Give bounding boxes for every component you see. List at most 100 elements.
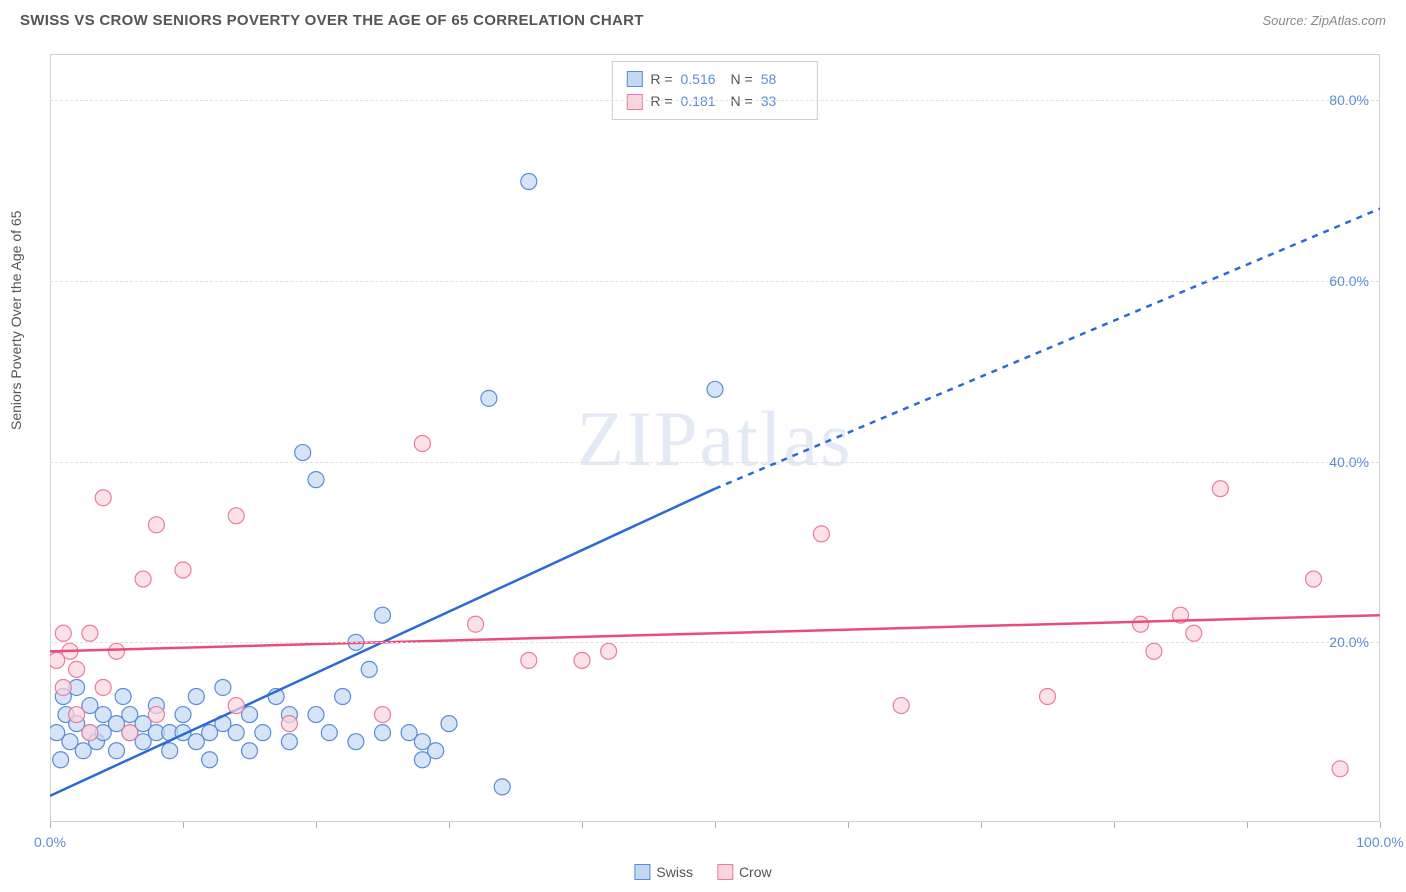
data-point [428, 743, 444, 759]
y-tick-label: 60.0% [1329, 273, 1369, 289]
n-value-swiss: 58 [761, 68, 803, 90]
y-tick-label: 80.0% [1329, 92, 1369, 108]
data-point [148, 707, 164, 723]
chart-title: SWISS VS CROW SENIORS POVERTY OVER THE A… [20, 12, 644, 29]
stats-row-swiss: R = 0.516 N = 58 [626, 68, 802, 90]
data-point [1306, 571, 1322, 587]
y-axis-label: Seniors Poverty Over the Age of 65 [8, 211, 24, 430]
data-point [308, 707, 324, 723]
data-point [148, 517, 164, 533]
data-point [95, 490, 111, 506]
data-point [202, 752, 218, 768]
data-point [321, 725, 337, 741]
n-label: N = [731, 68, 753, 90]
data-point [55, 679, 71, 695]
swatch-swiss-icon [626, 71, 642, 87]
data-point [335, 689, 351, 705]
n-value-crow: 33 [761, 90, 803, 112]
source-label: Source: [1262, 13, 1310, 28]
r-value-swiss: 0.516 [681, 68, 723, 90]
data-point [1212, 481, 1228, 497]
x-tick [1380, 822, 1381, 828]
data-point [228, 698, 244, 714]
data-point [375, 707, 391, 723]
data-point [82, 725, 98, 741]
r-label: R = [650, 90, 672, 112]
data-point [69, 661, 85, 677]
trend-line [50, 615, 1380, 651]
x-tick [1247, 822, 1248, 828]
data-point [348, 734, 364, 750]
data-point [175, 562, 191, 578]
x-tick [183, 822, 184, 828]
data-point [521, 173, 537, 189]
data-point [414, 436, 430, 452]
x-tick [582, 822, 583, 828]
x-tick [316, 822, 317, 828]
gridline [50, 462, 1379, 463]
data-point [707, 381, 723, 397]
data-point [55, 625, 71, 641]
data-point [1332, 761, 1348, 777]
data-point [295, 445, 311, 461]
r-value-crow: 0.181 [681, 90, 723, 112]
series-legend: Swiss Crow [634, 864, 771, 880]
legend-item-crow: Crow [717, 864, 772, 880]
x-tick [981, 822, 982, 828]
x-tick [715, 822, 716, 828]
data-point [1133, 616, 1149, 632]
x-tick [449, 822, 450, 828]
data-point [82, 625, 98, 641]
source-name: ZipAtlas.com [1311, 13, 1386, 28]
x-tick-label: 100.0% [1356, 834, 1403, 850]
data-point [893, 698, 909, 714]
chart-plot-area: ZIPatlas R = 0.516 N = 58 R = 0.181 N = … [50, 54, 1380, 822]
data-point [375, 607, 391, 623]
data-point [228, 725, 244, 741]
swatch-crow-icon [717, 864, 733, 880]
data-point [375, 725, 391, 741]
r-label: R = [650, 68, 672, 90]
data-point [109, 643, 125, 659]
scatter-plot-svg [50, 55, 1380, 823]
data-point [468, 616, 484, 632]
y-tick-label: 40.0% [1329, 454, 1369, 470]
data-point [441, 716, 457, 732]
data-point [308, 472, 324, 488]
data-point [135, 571, 151, 587]
legend-item-swiss: Swiss [634, 864, 693, 880]
data-point [1040, 689, 1056, 705]
x-tick [50, 822, 51, 828]
data-point [95, 679, 111, 695]
n-label: N = [731, 90, 753, 112]
source-credit: Source: ZipAtlas.com [1262, 13, 1386, 28]
x-tick-label: 0.0% [34, 834, 66, 850]
data-point [521, 652, 537, 668]
gridline [50, 100, 1379, 101]
data-point [228, 508, 244, 524]
data-point [494, 779, 510, 795]
data-point [255, 725, 271, 741]
data-point [215, 679, 231, 695]
data-point [281, 716, 297, 732]
legend-label-crow: Crow [739, 864, 772, 880]
data-point [242, 743, 258, 759]
data-point [162, 743, 178, 759]
swatch-swiss-icon [634, 864, 650, 880]
trend-line-extrapolated [715, 209, 1380, 489]
data-point [574, 652, 590, 668]
chart-header: SWISS VS CROW SENIORS POVERTY OVER THE A… [0, 0, 1406, 37]
y-tick-label: 20.0% [1329, 634, 1369, 650]
legend-label-swiss: Swiss [656, 864, 693, 880]
data-point [281, 734, 297, 750]
gridline [50, 642, 1379, 643]
data-point [115, 689, 131, 705]
correlation-stats-box: R = 0.516 N = 58 R = 0.181 N = 33 [611, 61, 817, 120]
data-point [109, 743, 125, 759]
data-point [188, 689, 204, 705]
data-point [175, 707, 191, 723]
data-point [122, 725, 138, 741]
stats-row-crow: R = 0.181 N = 33 [626, 90, 802, 112]
data-point [1146, 643, 1162, 659]
gridline [50, 281, 1379, 282]
